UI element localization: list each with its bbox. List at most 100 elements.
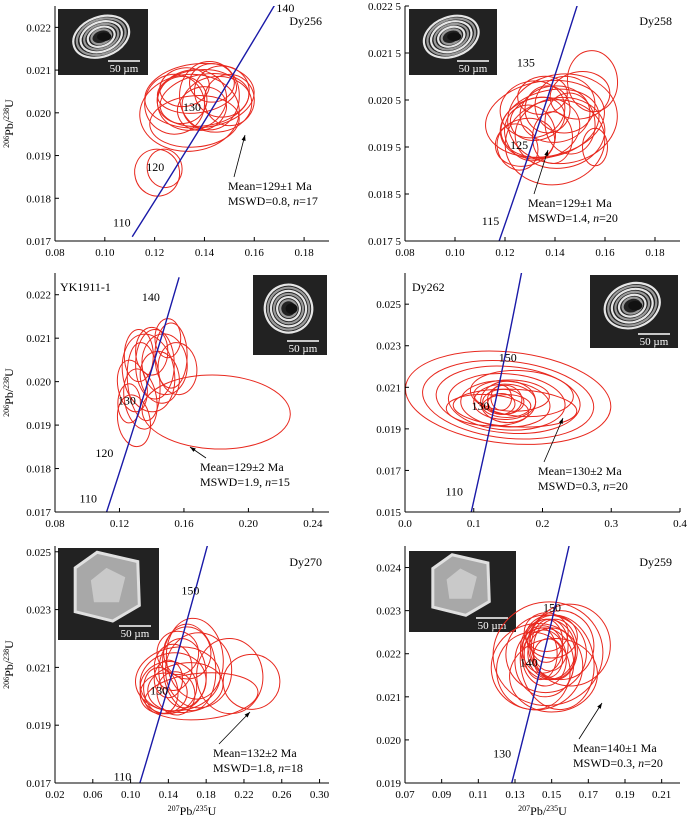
x-tick-label: 0.08	[45, 247, 65, 259]
error-ellipse	[496, 123, 539, 171]
ellipse-group	[134, 61, 255, 197]
concordia-age-label: 110	[79, 492, 97, 506]
error-ellipse	[509, 96, 566, 141]
x-label-sup2: 235	[196, 804, 208, 813]
error-ellipse	[509, 638, 598, 713]
x-label-sup2: 235	[546, 804, 558, 813]
error-ellipse	[447, 373, 566, 431]
n-value: =18	[284, 761, 303, 775]
zircon-zoning-ring	[90, 28, 113, 46]
y-tick-label: 0.019	[376, 424, 401, 436]
y-tick-label: 0.018	[26, 193, 51, 205]
zircon-zoning-ring	[83, 22, 120, 51]
y-tick-label: 0.020	[26, 377, 51, 389]
y-label-main: Pb/	[2, 119, 16, 136]
x-tick-label: 0.16	[174, 518, 194, 530]
n-value: =17	[299, 194, 318, 208]
error-ellipse	[153, 643, 193, 692]
cl-image: 50 µm	[409, 9, 497, 75]
error-ellipse	[523, 612, 569, 653]
zircon-zoning-ring	[610, 287, 654, 324]
x-tick-label: 0.21	[652, 789, 671, 801]
y-tick-label: 0.021	[376, 692, 401, 704]
x-axis-label: 207Pb/235U	[168, 804, 217, 818]
zircon-zoning-ring	[266, 286, 311, 331]
x-tick-label: 0.12	[495, 247, 514, 259]
x-tick-label: 0.3	[604, 518, 618, 530]
zircon-zoning-ring	[617, 293, 647, 318]
x-tick-label: 0.14	[545, 247, 565, 259]
mswd-label: MSWD=0.3, n=20	[538, 479, 628, 493]
y-label-sup: 206	[2, 136, 11, 148]
error-ellipse	[527, 610, 595, 681]
cl-image: 50 µm	[409, 551, 516, 632]
concordia-panel-dy258: 50 µm 135 125 115 0.08 0.10 0.12 0.14 0.16 0.18 0.…	[368, 1, 680, 259]
sample-title: Dy258	[639, 14, 672, 28]
sample-title: Dy270	[289, 555, 322, 569]
y-label-main2: U	[2, 99, 16, 108]
scale-bar-label: 50 µm	[478, 620, 507, 632]
error-ellipse	[158, 638, 207, 709]
mean-age-label: Mean=140±1 Ma	[573, 741, 657, 755]
x-tick-label: 0.12	[145, 247, 164, 259]
y-label-sup2: 238	[2, 649, 11, 661]
y-label-main2: U	[2, 640, 16, 649]
error-ellipse	[135, 326, 169, 376]
error-ellipse	[159, 67, 210, 108]
concordia-age-label: 150	[181, 584, 199, 598]
x-tick-label: 0.02	[45, 789, 64, 801]
concordia-curve	[511, 546, 570, 783]
y-label-sup2: 238	[2, 108, 11, 120]
zircon-zoning-ring	[269, 289, 308, 328]
n-value: =20	[609, 479, 628, 493]
x-label-main: Pb/	[530, 804, 547, 818]
n-symbol: n	[603, 479, 609, 493]
concordia-curve-group	[498, 6, 578, 241]
y-tick-label: 0.023	[376, 341, 401, 353]
sample-title: YK1911-1	[60, 280, 111, 294]
zircon-inclusion	[447, 32, 462, 42]
concordia-curve-group	[139, 546, 209, 783]
error-ellipse	[141, 374, 291, 450]
error-ellipse	[189, 63, 235, 103]
x-tick-label: 0.17	[579, 789, 599, 801]
n-value: =20	[599, 211, 618, 225]
zircon-zoning-ring	[621, 296, 643, 315]
concordia-panel-dy259: 50 µm 150 140 130 0.07 0.09 0.11 0.13 0.15 0.17 0.…	[376, 546, 680, 818]
error-ellipse	[196, 638, 264, 715]
mean-age-label: Mean=132±2 Ma	[213, 746, 297, 760]
concordia-age-label: 150	[543, 601, 561, 615]
y-tick-label: 0.022	[376, 649, 401, 661]
error-ellipse	[422, 359, 595, 440]
annotation-arrowhead	[544, 150, 549, 156]
ellipse-group	[485, 50, 619, 186]
concordia-curve-group	[131, 6, 275, 238]
error-ellipse	[496, 631, 571, 711]
error-ellipse	[507, 73, 618, 165]
y-tick-label: 0.020 5	[368, 95, 402, 107]
zircon-zoning-ring	[429, 20, 473, 54]
cl-image: 50 µm	[58, 9, 148, 75]
y-tick-label: 0.023	[376, 606, 401, 618]
x-tick-label: 0.1	[467, 518, 481, 530]
annotation-arrowhead	[241, 135, 246, 141]
n-value: =15	[271, 475, 290, 489]
mean-age-label: Mean=129±2 Ma	[200, 460, 284, 474]
y-tick-label: 0.019	[26, 720, 51, 732]
y-tick-label: 0.019	[376, 778, 401, 790]
error-ellipse	[499, 80, 566, 139]
concordia-age-label: 140	[142, 290, 160, 304]
x-tick-label: 0.18	[197, 789, 217, 801]
x-tick-label: 0.16	[245, 247, 265, 259]
mswd-label: MSWD=1.9, n=15	[200, 475, 290, 489]
x-label-main2: U	[558, 804, 567, 818]
y-tick-label: 0.020	[376, 735, 401, 747]
concordia-curve	[105, 277, 180, 512]
mean-age-label: Mean=129±1 Ma	[228, 179, 312, 193]
zircon-inclusion	[285, 303, 298, 314]
concordia-age-label: 120	[95, 446, 113, 460]
zircon-zoning-ring	[440, 28, 462, 46]
x-tick-label: 0.22	[234, 789, 253, 801]
scale-bar-label: 50 µm	[110, 63, 139, 75]
error-ellipse	[500, 88, 600, 159]
